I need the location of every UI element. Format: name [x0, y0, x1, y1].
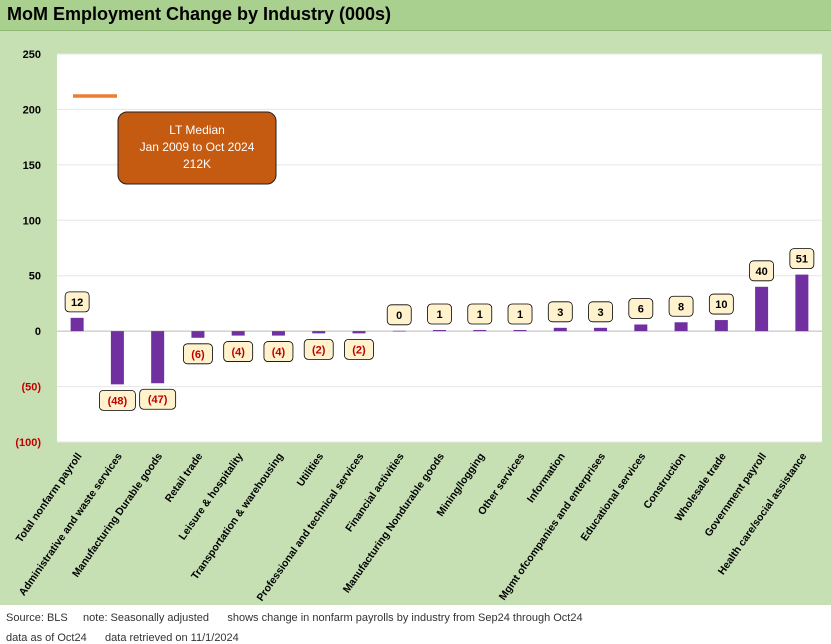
data-label: 8 — [678, 301, 684, 313]
data-label: (48) — [108, 395, 128, 407]
bar — [271, 331, 285, 336]
data-label-box — [668, 295, 694, 317]
bar — [151, 331, 165, 384]
category-label: Information — [525, 451, 568, 505]
y-tick-label: 100 — [23, 215, 41, 227]
bar — [392, 330, 406, 332]
bar — [795, 274, 809, 332]
data-label: 40 — [755, 266, 767, 278]
category-label: Retail trade — [163, 451, 206, 505]
bar — [755, 286, 769, 332]
data-label-box — [183, 343, 213, 365]
bar — [312, 331, 326, 334]
data-label-box — [708, 293, 734, 315]
bar — [70, 317, 84, 332]
category-label: Construction — [641, 451, 688, 511]
bar — [110, 331, 124, 385]
data-label: 12 — [71, 297, 83, 309]
source-note: Source: BLS note: Seasonally adjusted sh… — [6, 612, 583, 624]
data-label: 0 — [396, 310, 402, 322]
bar — [433, 330, 446, 332]
y-tick-label: 150 — [23, 160, 41, 172]
data-label-box — [223, 341, 254, 362]
data-label-box — [507, 303, 533, 325]
bar — [553, 327, 567, 332]
data-date-note: data as of Oct24 data retrieved on 11/1/… — [6, 632, 239, 644]
chart-frame: MoM Employment Change by Industry (000s)… — [0, 0, 831, 605]
data-label: 10 — [715, 299, 727, 311]
y-tick-label: 250 — [23, 49, 41, 61]
data-label: (4) — [272, 347, 286, 359]
data-label-box — [628, 298, 654, 319]
data-label-box — [263, 341, 294, 362]
bar — [231, 331, 245, 336]
bar — [714, 320, 728, 332]
category-label: Health care/social assistance — [716, 451, 810, 578]
y-tick-label: (100) — [15, 437, 41, 449]
data-label-box — [789, 248, 815, 270]
y-tick-label: 0 — [35, 326, 41, 338]
bar — [352, 331, 366, 334]
data-label-box — [588, 301, 613, 323]
chart-title: MoM Employment Change by Industry (000s) — [7, 4, 392, 24]
data-label: (6) — [191, 349, 205, 361]
data-label-box — [303, 338, 334, 360]
median-annotation-text: Jan 2009 to Oct 2024 — [140, 140, 255, 154]
data-label: 51 — [796, 254, 808, 266]
data-label: (47) — [148, 394, 168, 406]
data-label-box — [749, 260, 775, 282]
median-annotation-text: LT Median — [169, 123, 225, 137]
data-label-box — [427, 303, 452, 325]
data-label: 3 — [597, 307, 603, 319]
category-label: Total nonfarm payroll — [14, 451, 85, 545]
data-label: 1 — [517, 309, 523, 321]
data-label-box — [547, 301, 573, 323]
data-label: 3 — [557, 307, 563, 319]
bar — [191, 331, 205, 338]
data-label: (2) — [312, 344, 326, 356]
bar — [513, 330, 527, 332]
bar — [634, 324, 648, 332]
median-annotation-box — [117, 111, 277, 185]
y-tick-label: 200 — [23, 104, 41, 116]
data-label-box — [98, 389, 136, 411]
data-label-box — [344, 338, 374, 360]
bar — [674, 322, 688, 332]
median-annotation-text: 212K — [183, 157, 211, 171]
data-label: (2) — [352, 344, 366, 356]
data-label-box — [467, 303, 493, 325]
title-bar: MoM Employment Change by Industry (000s) — [0, 0, 831, 31]
data-label: 6 — [638, 303, 644, 315]
data-label-box — [64, 291, 90, 313]
data-label-box — [386, 304, 412, 326]
category-label: Utilities — [295, 451, 327, 489]
data-label-box — [139, 388, 177, 410]
bar — [473, 330, 487, 332]
data-label: 1 — [477, 309, 483, 321]
data-label: 1 — [436, 309, 442, 321]
data-label: (4) — [231, 347, 245, 359]
y-tick-label: 50 — [29, 271, 41, 283]
bar — [594, 327, 608, 332]
y-tick-label: (50) — [21, 382, 41, 394]
